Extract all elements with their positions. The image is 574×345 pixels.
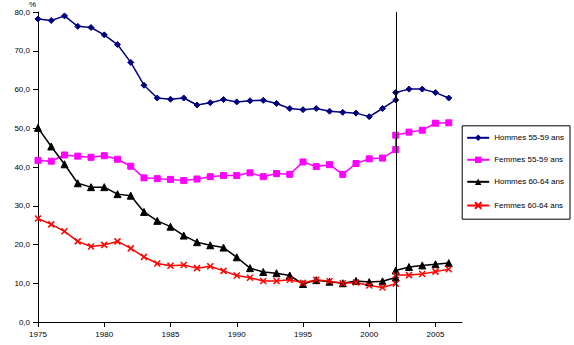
svg-text:Femmes 55-59 ans: Femmes 55-59 ans (494, 155, 563, 164)
svg-text:1985: 1985 (162, 330, 180, 339)
svg-text:Hommes 55-59 ans: Hommes 55-59 ans (494, 133, 564, 142)
svg-text:30,0: 30,0 (14, 201, 30, 210)
svg-text:1995: 1995 (294, 330, 312, 339)
svg-text:10,0: 10,0 (14, 279, 30, 288)
svg-text:50,0: 50,0 (14, 124, 30, 133)
svg-text:Femmes 60-64 ans: Femmes 60-64 ans (494, 201, 563, 210)
svg-text:1980: 1980 (95, 330, 113, 339)
svg-text:0,0: 0,0 (19, 318, 31, 327)
svg-text:40,0: 40,0 (14, 163, 30, 172)
svg-text:1990: 1990 (228, 330, 246, 339)
svg-text:2000: 2000 (360, 330, 378, 339)
svg-text:2005: 2005 (427, 330, 445, 339)
svg-text:60,0: 60,0 (14, 85, 30, 94)
svg-text:Hommes 60-64 ans: Hommes 60-64 ans (494, 177, 564, 186)
svg-text:1975: 1975 (29, 330, 47, 339)
svg-text:70,0: 70,0 (14, 46, 30, 55)
svg-text:20,0: 20,0 (14, 240, 30, 249)
svg-text:80,0: 80,0 (14, 8, 30, 17)
